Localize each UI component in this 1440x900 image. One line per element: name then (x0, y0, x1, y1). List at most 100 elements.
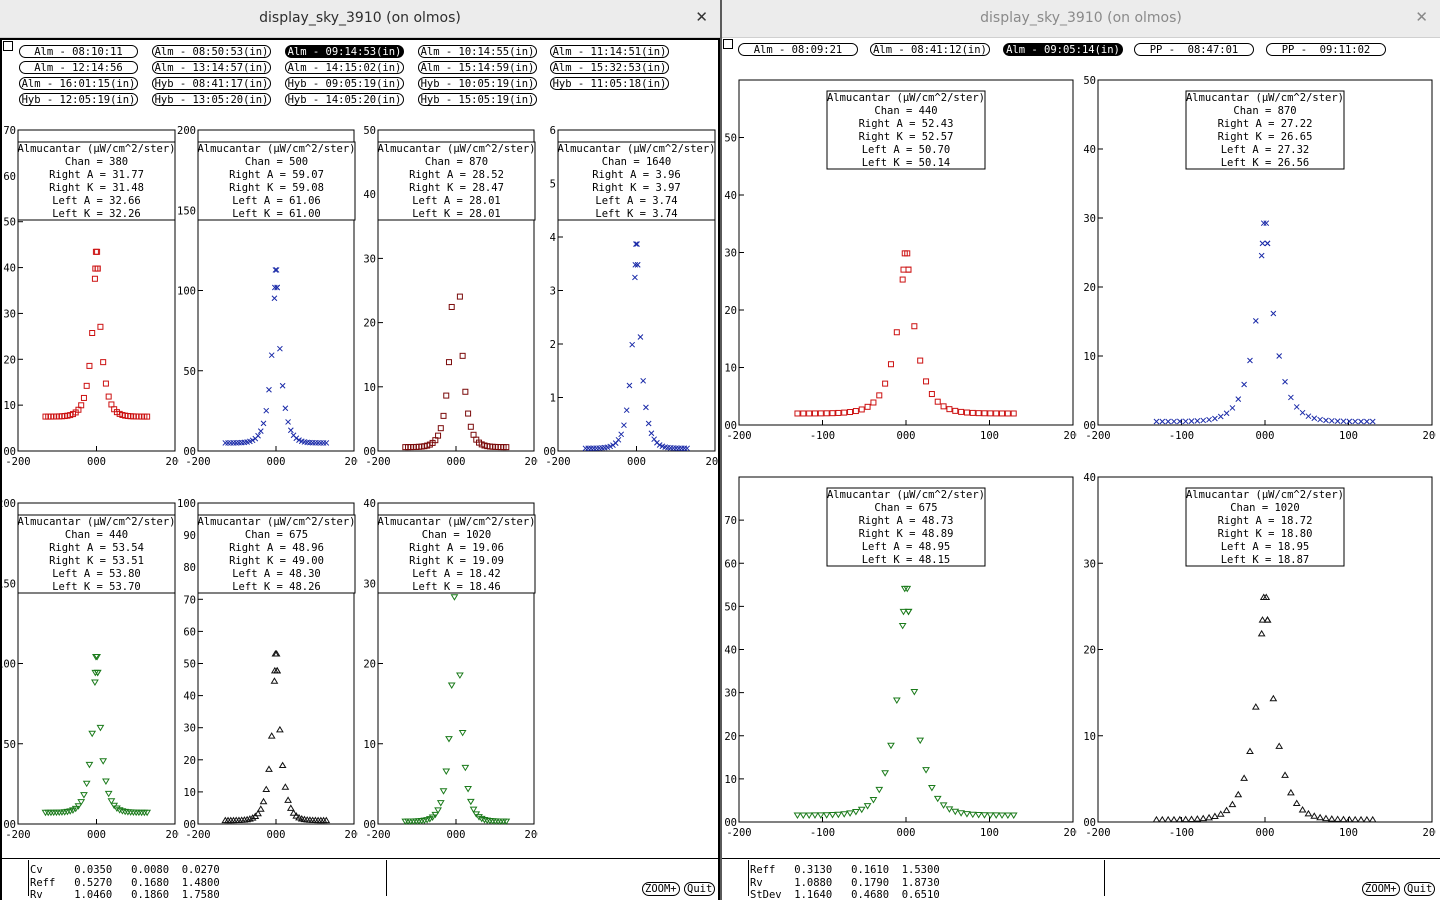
data-point (480, 816, 489, 824)
time-button[interactable]: Alm - 08:41:12(in) (870, 43, 990, 56)
y-tick-label: 10 (1083, 731, 1096, 743)
data-point (277, 345, 283, 352)
zoom-button[interactable]: ZOOM+ (1362, 882, 1400, 896)
time-button[interactable]: Alm - 15:14:59(in) (418, 61, 537, 74)
titlebar-left[interactable]: display_sky_3910 (on olmos) ✕ (0, 0, 720, 38)
legend-right-a: Right A = 31.77 (49, 169, 144, 181)
x-tick-label: 200 (706, 456, 719, 468)
data-point (800, 410, 807, 417)
checkbox-corner[interactable] (3, 41, 13, 51)
chart-svg: 001020304050-200-100000100200Almucantar … (724, 79, 1082, 442)
time-button[interactable]: Hyb - 13:05:20(in) (152, 93, 271, 106)
y-tick-label: 20 (724, 305, 737, 317)
legend-left-k: Left K = 28.01 (412, 208, 501, 220)
data-point (1158, 815, 1167, 823)
close-icon[interactable]: ✕ (695, 8, 708, 26)
time-button[interactable]: Alm - 13:14:57(in) (152, 61, 271, 74)
y-tick-label: 70 (3, 125, 16, 137)
legend-left-k: Left K = 53.70 (52, 581, 141, 593)
time-button[interactable]: Hyb - 10:05:19(in) (418, 77, 537, 90)
time-button[interactable]: Hyb - 12:05:19(in) (19, 93, 138, 106)
window-title: display_sky_3910 (on olmos) (259, 10, 461, 26)
data-point (852, 408, 859, 415)
y-tick-label: 10 (724, 363, 737, 375)
time-button[interactable]: Alm - 08:10:11 (19, 45, 138, 58)
time-button[interactable]: Alm - 14:15:02(in) (285, 61, 404, 74)
time-button[interactable]: Hyb - 11:05:18(in) (550, 77, 669, 90)
data-point (1287, 788, 1295, 796)
data-point (1305, 413, 1312, 420)
data-point (1205, 813, 1213, 821)
time-button[interactable]: Hyb - 09:05:19(in) (285, 77, 404, 90)
info-divider (722, 858, 1440, 859)
y-tick-label: 00 (1083, 817, 1096, 829)
time-button[interactable]: Alm - 10:14:55(in) (418, 45, 537, 58)
data-point (100, 359, 107, 366)
time-button[interactable]: Alm - 09:05:14(in) (1003, 43, 1123, 56)
data-point (440, 412, 447, 419)
data-point (230, 440, 237, 446)
quit-button[interactable]: Quit (684, 882, 716, 896)
x-tick-label: 000 (267, 456, 286, 468)
data-point (1346, 418, 1353, 425)
data-point (1310, 812, 1319, 819)
scatter-plot: 001020304050-200-100000100200Almucantar … (722, 74, 1082, 447)
time-button[interactable]: Alm - 08:09:21 (738, 43, 858, 56)
data-point (1351, 815, 1360, 823)
data-point (817, 410, 824, 417)
time-button[interactable]: Alm - 15:32:53(in) (550, 61, 669, 74)
time-button[interactable]: Alm - 16:01:15(in) (19, 77, 138, 90)
data-point (287, 427, 294, 434)
data-point (905, 266, 912, 273)
time-button[interactable]: Hyb - 08:41:17(in) (152, 77, 271, 90)
quit-button[interactable]: Quit (1404, 882, 1436, 896)
titlebar-right[interactable]: display_sky_3910 (on olmos) ✕ (722, 0, 1440, 38)
y-tick-label: 00 (724, 817, 737, 829)
x-tick-label: -200 (1085, 827, 1110, 839)
time-button[interactable]: PP - 08:47:01 (1134, 43, 1254, 56)
close-icon[interactable]: ✕ (1415, 8, 1428, 26)
data-point (249, 437, 256, 444)
time-button[interactable]: Hyb - 14:05:20(in) (285, 93, 404, 106)
data-point (632, 261, 639, 268)
data-point (910, 689, 919, 696)
data-point (893, 329, 900, 336)
data-point (91, 275, 98, 282)
legend-right-k: Right K = 28.47 (409, 182, 504, 194)
window-left: display_sky_3910 (on olmos) ✕ Alm - 08:1… (0, 0, 720, 900)
data-point (1311, 415, 1318, 422)
checkbox-corner[interactable] (723, 39, 733, 49)
data-point (1260, 220, 1267, 227)
chart-svg: 00 1 2 3 4 5 6 -200 000 200 Almucantar (µW/cm^2/st… (543, 125, 720, 468)
legend-chan: Chan = 500 (245, 156, 308, 168)
legend-right-k: Right K = 19.09 (409, 555, 504, 567)
data-point (621, 422, 627, 429)
y-tick-label: 20 (363, 318, 376, 330)
zoom-button[interactable]: ZOOM+ (642, 882, 680, 896)
data-point (676, 445, 682, 452)
time-button[interactable]: Hyb - 15:05:19(in) (418, 93, 537, 106)
data-point (285, 419, 291, 425)
legend-right-a: Right A = 3.96 (592, 169, 681, 181)
y-tick-label: 20 (1083, 645, 1096, 657)
statistics-text: Cv 0.0350 0.0080 0.0270 Reff 0.5270 0.168… (30, 864, 220, 900)
x-tick-label: 000 (897, 827, 916, 839)
time-button[interactable]: Alm - 11:14:51(in) (550, 45, 669, 58)
data-point (882, 380, 889, 387)
data-point (260, 420, 267, 427)
time-button[interactable]: Alm - 08:50:53(in) (152, 45, 271, 58)
scatter-plot: 00102030405060708090100-200000200Almucan… (170, 497, 363, 846)
data-point (437, 425, 444, 432)
data-point (892, 697, 901, 705)
legend-box (377, 141, 536, 221)
data-point (980, 812, 989, 819)
time-button[interactable]: PP - 09:11:02 (1266, 43, 1386, 56)
time-button[interactable]: Alm - 12:14:56 (19, 61, 138, 74)
data-point (1257, 629, 1266, 637)
data-point (91, 679, 99, 686)
data-point (113, 805, 121, 813)
time-button[interactable]: Alm - 09:14:53(in) (285, 45, 404, 58)
data-point (94, 265, 101, 272)
data-point (1263, 220, 1270, 227)
